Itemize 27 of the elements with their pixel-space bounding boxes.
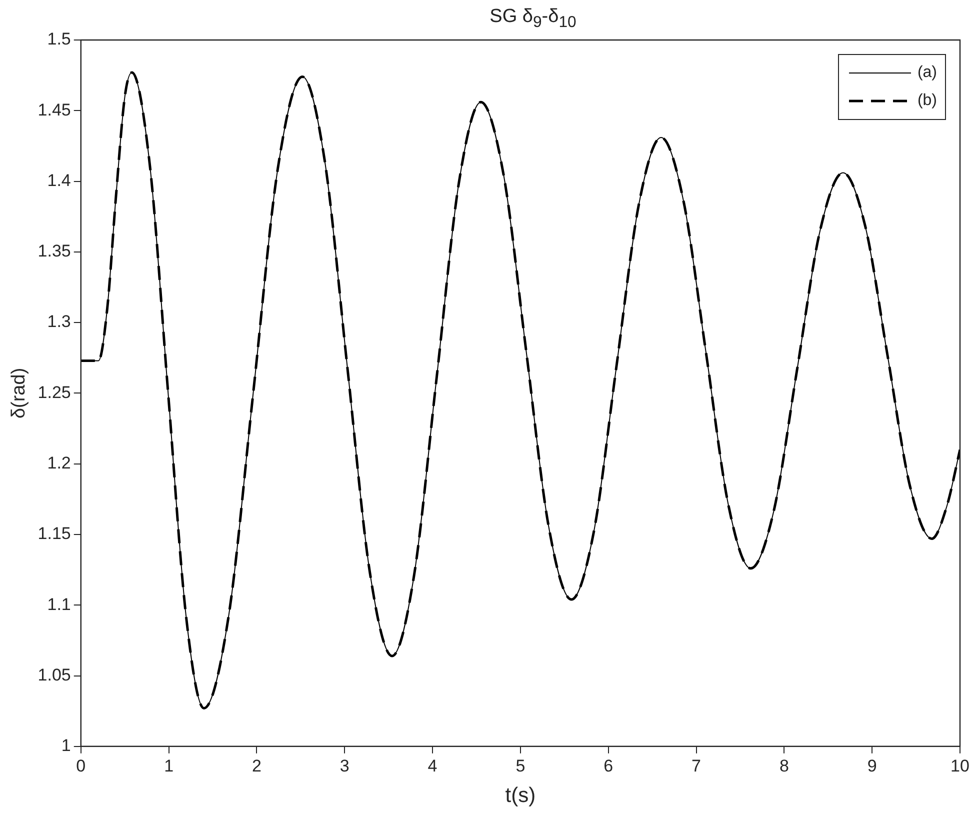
- y-tick-label: 1.15: [38, 524, 71, 544]
- legend-label: (b): [917, 92, 937, 110]
- x-tick-label: 7: [692, 756, 701, 776]
- x-tick-label: 0: [76, 756, 86, 776]
- y-tick-label: 1.45: [38, 100, 71, 120]
- x-tick-label: 4: [428, 756, 438, 776]
- y-tick-label: 1.1: [47, 594, 71, 614]
- x-tick-label: 9: [867, 756, 877, 776]
- x-tick-label: 6: [604, 756, 614, 776]
- y-tick-label: 1.3: [47, 312, 71, 332]
- x-axis-title: t(s): [505, 784, 536, 808]
- y-tick-label: 1.5: [47, 30, 71, 49]
- y-tick-label: 1: [61, 736, 71, 756]
- x-tick-label: 3: [340, 756, 350, 776]
- x-tick-label: 10: [950, 756, 970, 776]
- y-tick-label: 1.4: [47, 170, 71, 190]
- x-tick-label: 2: [252, 756, 262, 776]
- y-tick-label: 1.25: [38, 382, 71, 402]
- y-tick-label: 1.35: [38, 242, 71, 261]
- chart-title: SG δ$_{9}$-δ$_{10}$: [488, 6, 578, 32]
- y-tick-label: 1.05: [38, 665, 71, 684]
- x-tick-label: 5: [516, 756, 526, 776]
- y-tick-label: 1.2: [47, 454, 71, 473]
- legend-label: (a): [917, 64, 937, 82]
- y-axis-title: δ(rad): [8, 368, 30, 419]
- x-tick-label: 1: [164, 756, 174, 776]
- x-tick-label: 8: [779, 756, 789, 776]
